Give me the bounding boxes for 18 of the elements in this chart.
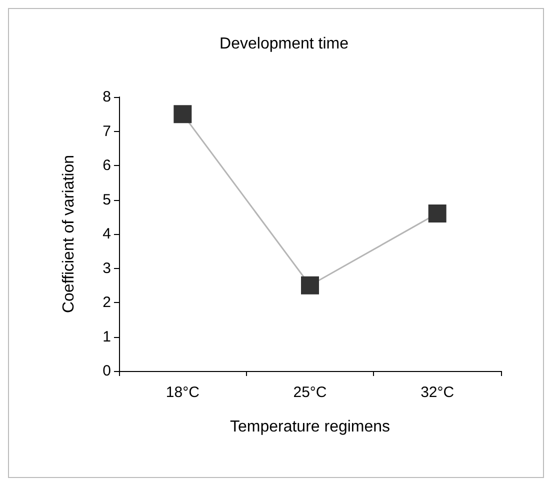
- x-tick-label: 32°C: [420, 384, 454, 401]
- y-tick-label: 5: [102, 191, 111, 208]
- y-tick-label: 0: [102, 362, 111, 380]
- y-tick-label: 3: [102, 260, 111, 277]
- point: [428, 204, 446, 222]
- y-tick-label: 1: [102, 328, 111, 346]
- y-tick-label: 2: [102, 294, 111, 311]
- y-tick-label: 4: [102, 226, 111, 242]
- x-tick-label: 18°C: [166, 384, 200, 401]
- y-tick-label: 8: [102, 88, 111, 106]
- point: [301, 276, 319, 294]
- y-tick-label: 7: [102, 122, 111, 140]
- chart-title: Development time: [220, 36, 349, 52]
- x-axis-title: Temperature regimens: [230, 418, 390, 436]
- point: [174, 105, 192, 124]
- y-axis-title: Coefficient of variation: [60, 154, 78, 314]
- x-tick-label: 25°C: [293, 384, 327, 401]
- y-tick-label: 6: [102, 157, 111, 174]
